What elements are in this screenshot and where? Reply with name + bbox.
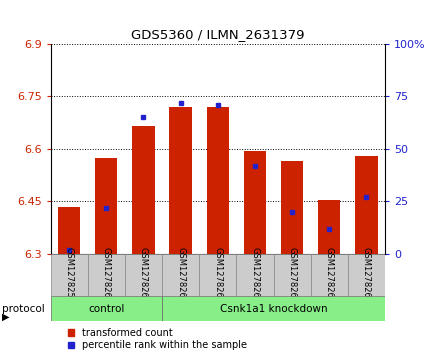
Bar xyxy=(281,161,303,254)
Bar xyxy=(125,254,162,296)
Bar xyxy=(199,254,236,296)
Bar xyxy=(95,158,117,254)
Bar xyxy=(51,254,88,296)
Bar xyxy=(88,254,125,296)
Text: GSM1278266: GSM1278266 xyxy=(325,247,334,303)
Bar xyxy=(132,126,154,254)
Bar xyxy=(207,107,229,254)
Bar xyxy=(162,254,199,296)
Bar xyxy=(162,296,385,321)
Text: Csnk1a1 knockdown: Csnk1a1 knockdown xyxy=(220,303,327,314)
Bar xyxy=(51,296,162,321)
Text: GSM1278262: GSM1278262 xyxy=(176,247,185,303)
Text: GSM1278263: GSM1278263 xyxy=(213,247,222,303)
Text: GSM1278261: GSM1278261 xyxy=(139,247,148,303)
Bar xyxy=(169,107,192,254)
Text: GSM1278260: GSM1278260 xyxy=(102,247,111,303)
Bar xyxy=(274,254,311,296)
Bar xyxy=(348,254,385,296)
Bar xyxy=(311,254,348,296)
Text: GSM1278264: GSM1278264 xyxy=(250,247,260,303)
Text: protocol: protocol xyxy=(2,304,45,314)
Bar xyxy=(58,207,81,254)
Text: ▶: ▶ xyxy=(2,311,10,322)
Bar xyxy=(318,200,341,254)
Bar xyxy=(244,151,266,254)
Text: GSM1278259: GSM1278259 xyxy=(65,247,73,303)
Title: GDS5360 / ILMN_2631379: GDS5360 / ILMN_2631379 xyxy=(131,28,304,41)
Bar xyxy=(236,254,274,296)
Text: control: control xyxy=(88,303,125,314)
Text: GSM1278265: GSM1278265 xyxy=(288,247,297,303)
Bar xyxy=(355,156,378,254)
Text: GSM1278267: GSM1278267 xyxy=(362,247,371,303)
Legend: transformed count, percentile rank within the sample: transformed count, percentile rank withi… xyxy=(68,328,247,350)
